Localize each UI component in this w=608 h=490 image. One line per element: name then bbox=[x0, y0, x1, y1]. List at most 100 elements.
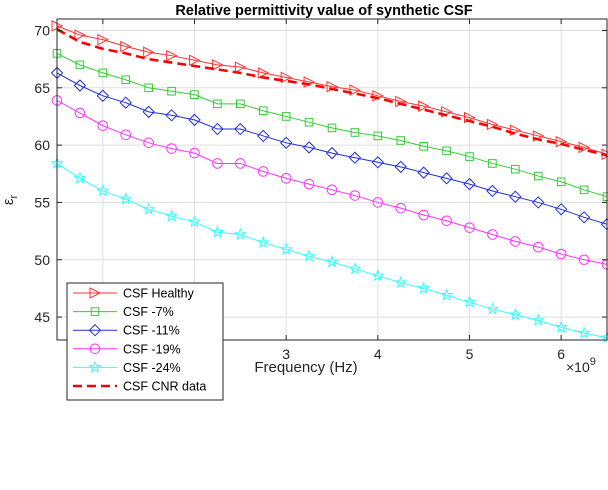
data-point bbox=[325, 146, 339, 160]
x-tick-label: 6 bbox=[557, 346, 565, 362]
data-point bbox=[554, 203, 568, 216]
data-point bbox=[167, 86, 176, 96]
x-tick-label: 4 bbox=[374, 346, 382, 362]
data-point bbox=[303, 178, 315, 190]
data-point bbox=[89, 287, 102, 299]
data-point bbox=[142, 202, 156, 215]
data-point bbox=[463, 177, 476, 191]
data-point bbox=[532, 196, 545, 209]
data-point bbox=[555, 248, 567, 260]
y-tick-label: 45 bbox=[34, 309, 50, 325]
plot-frame bbox=[56, 18, 608, 341]
data-point bbox=[304, 117, 314, 127]
series-line bbox=[56, 25, 608, 155]
data-point bbox=[119, 96, 132, 109]
data-point bbox=[462, 295, 477, 308]
data-point bbox=[556, 177, 566, 187]
data-point bbox=[485, 302, 500, 315]
y-tick-label: 55 bbox=[34, 194, 50, 210]
data-point bbox=[327, 123, 337, 133]
data-point bbox=[487, 229, 498, 240]
series-line bbox=[56, 72, 608, 225]
data-point bbox=[235, 158, 246, 169]
y-axis-label-main: ε bbox=[0, 198, 17, 205]
data-point bbox=[464, 222, 475, 233]
data-point bbox=[577, 326, 591, 339]
legend-entry-2: CSF -11% bbox=[73, 324, 180, 338]
data-point bbox=[97, 120, 109, 131]
data-point bbox=[511, 164, 520, 174]
data-point bbox=[350, 128, 360, 137]
data-point bbox=[509, 124, 522, 137]
data-point bbox=[371, 156, 385, 169]
data-point bbox=[439, 288, 454, 301]
data-point bbox=[349, 190, 361, 201]
data-point bbox=[143, 137, 154, 149]
data-point bbox=[394, 160, 407, 174]
legend-entry-0: CSF Healthy bbox=[73, 287, 195, 301]
data-point bbox=[96, 89, 110, 103]
data-point bbox=[372, 197, 384, 208]
data-point bbox=[90, 307, 100, 316]
data-point bbox=[554, 320, 568, 334]
data-point bbox=[419, 141, 428, 151]
data-point bbox=[532, 241, 544, 253]
data-point bbox=[579, 185, 589, 195]
series-layer bbox=[50, 20, 608, 344]
data-point bbox=[302, 249, 316, 262]
data-point bbox=[143, 46, 155, 59]
data-point bbox=[236, 99, 245, 109]
series-line bbox=[56, 99, 608, 265]
data-point bbox=[373, 131, 383, 141]
data-point bbox=[88, 323, 102, 337]
data-point bbox=[395, 202, 407, 214]
x-axis-label: Frequency (Hz) bbox=[254, 359, 357, 376]
data-point bbox=[326, 184, 338, 196]
series-line bbox=[56, 52, 608, 198]
legend-box bbox=[66, 282, 224, 401]
data-point bbox=[234, 61, 247, 73]
data-point bbox=[144, 83, 153, 93]
data-point bbox=[509, 190, 522, 203]
data-point bbox=[279, 136, 293, 150]
data-point bbox=[257, 166, 269, 177]
y-tick-label: 65 bbox=[34, 80, 50, 96]
data-point bbox=[396, 136, 406, 145]
series-2 bbox=[50, 66, 608, 231]
x-tick-label: 3 bbox=[282, 346, 290, 362]
data-point bbox=[121, 75, 131, 85]
data-point bbox=[279, 242, 293, 256]
x-exponent-power: 9 bbox=[590, 356, 596, 368]
data-point bbox=[533, 171, 543, 181]
legend-label: CSF -7% bbox=[123, 305, 174, 319]
data-point bbox=[213, 99, 222, 109]
data-point bbox=[98, 68, 108, 78]
data-point bbox=[257, 67, 270, 79]
data-point bbox=[418, 100, 430, 112]
data-point bbox=[578, 254, 590, 266]
y-axis-label: εr bbox=[0, 194, 20, 205]
data-point bbox=[119, 192, 133, 205]
data-point bbox=[73, 171, 87, 184]
data-point bbox=[442, 146, 451, 156]
data-point bbox=[96, 184, 110, 197]
data-point bbox=[187, 214, 202, 228]
data-point bbox=[440, 172, 453, 185]
data-point bbox=[348, 151, 362, 164]
legend-label: CSF -24% bbox=[123, 361, 181, 375]
data-point bbox=[89, 343, 101, 355]
data-point bbox=[120, 40, 132, 53]
legend-entry-4: CSF -24% bbox=[73, 360, 181, 375]
data-point bbox=[142, 105, 155, 119]
legend-label: CSF -11% bbox=[123, 324, 180, 338]
data-point bbox=[508, 307, 522, 321]
data-point bbox=[465, 152, 474, 161]
data-point bbox=[418, 209, 429, 221]
x-exponent: ×109 bbox=[566, 356, 596, 375]
data-point bbox=[256, 235, 270, 249]
data-point bbox=[302, 141, 316, 154]
data-point bbox=[210, 225, 225, 238]
data-point bbox=[74, 107, 86, 119]
y-tick-label: 50 bbox=[34, 252, 50, 268]
data-point bbox=[281, 112, 291, 121]
